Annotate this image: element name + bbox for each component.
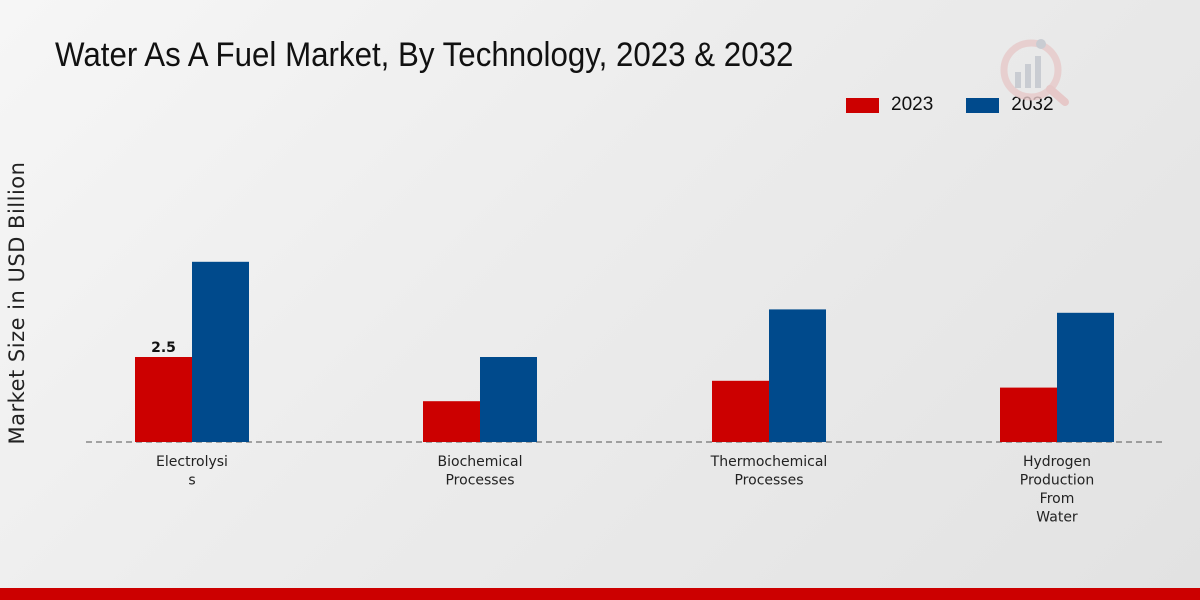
chart-title: Water As A Fuel Market, By Technology, 2… bbox=[55, 36, 794, 74]
bar-2032-1 bbox=[480, 357, 537, 442]
bar-2023-1 bbox=[423, 401, 480, 442]
bar-2032-2 bbox=[769, 309, 826, 442]
legend-swatch-2023 bbox=[846, 97, 879, 113]
x-tick-label-0: Electrolysi s bbox=[156, 454, 228, 489]
footer-accent-bar bbox=[0, 588, 1200, 600]
data-label-0: 2.5 bbox=[151, 340, 176, 356]
legend-item-2023: 2023 bbox=[846, 94, 933, 116]
bar-2023-2 bbox=[712, 380, 769, 442]
legend-label-2032: 2032 bbox=[1011, 94, 1054, 115]
legend-item-2032: 2032 bbox=[966, 94, 1054, 116]
x-tick-label-3: Hydrogen Production From Water bbox=[1020, 454, 1094, 526]
x-tick-label-2: Thermochemical Processes bbox=[710, 454, 828, 489]
x-tick-label-1: Biochemical Processes bbox=[438, 454, 523, 489]
legend: 2023 2032 bbox=[846, 94, 1087, 116]
bar-2023-0 bbox=[135, 357, 192, 442]
legend-swatch-2032 bbox=[966, 97, 1000, 113]
bar-2032-3 bbox=[1057, 312, 1114, 442]
legend-label-2023: 2023 bbox=[891, 94, 934, 115]
brand-logo-icon bbox=[1000, 39, 1069, 106]
bar-2032-0 bbox=[192, 261, 249, 442]
bar-2023-3 bbox=[1000, 387, 1057, 442]
